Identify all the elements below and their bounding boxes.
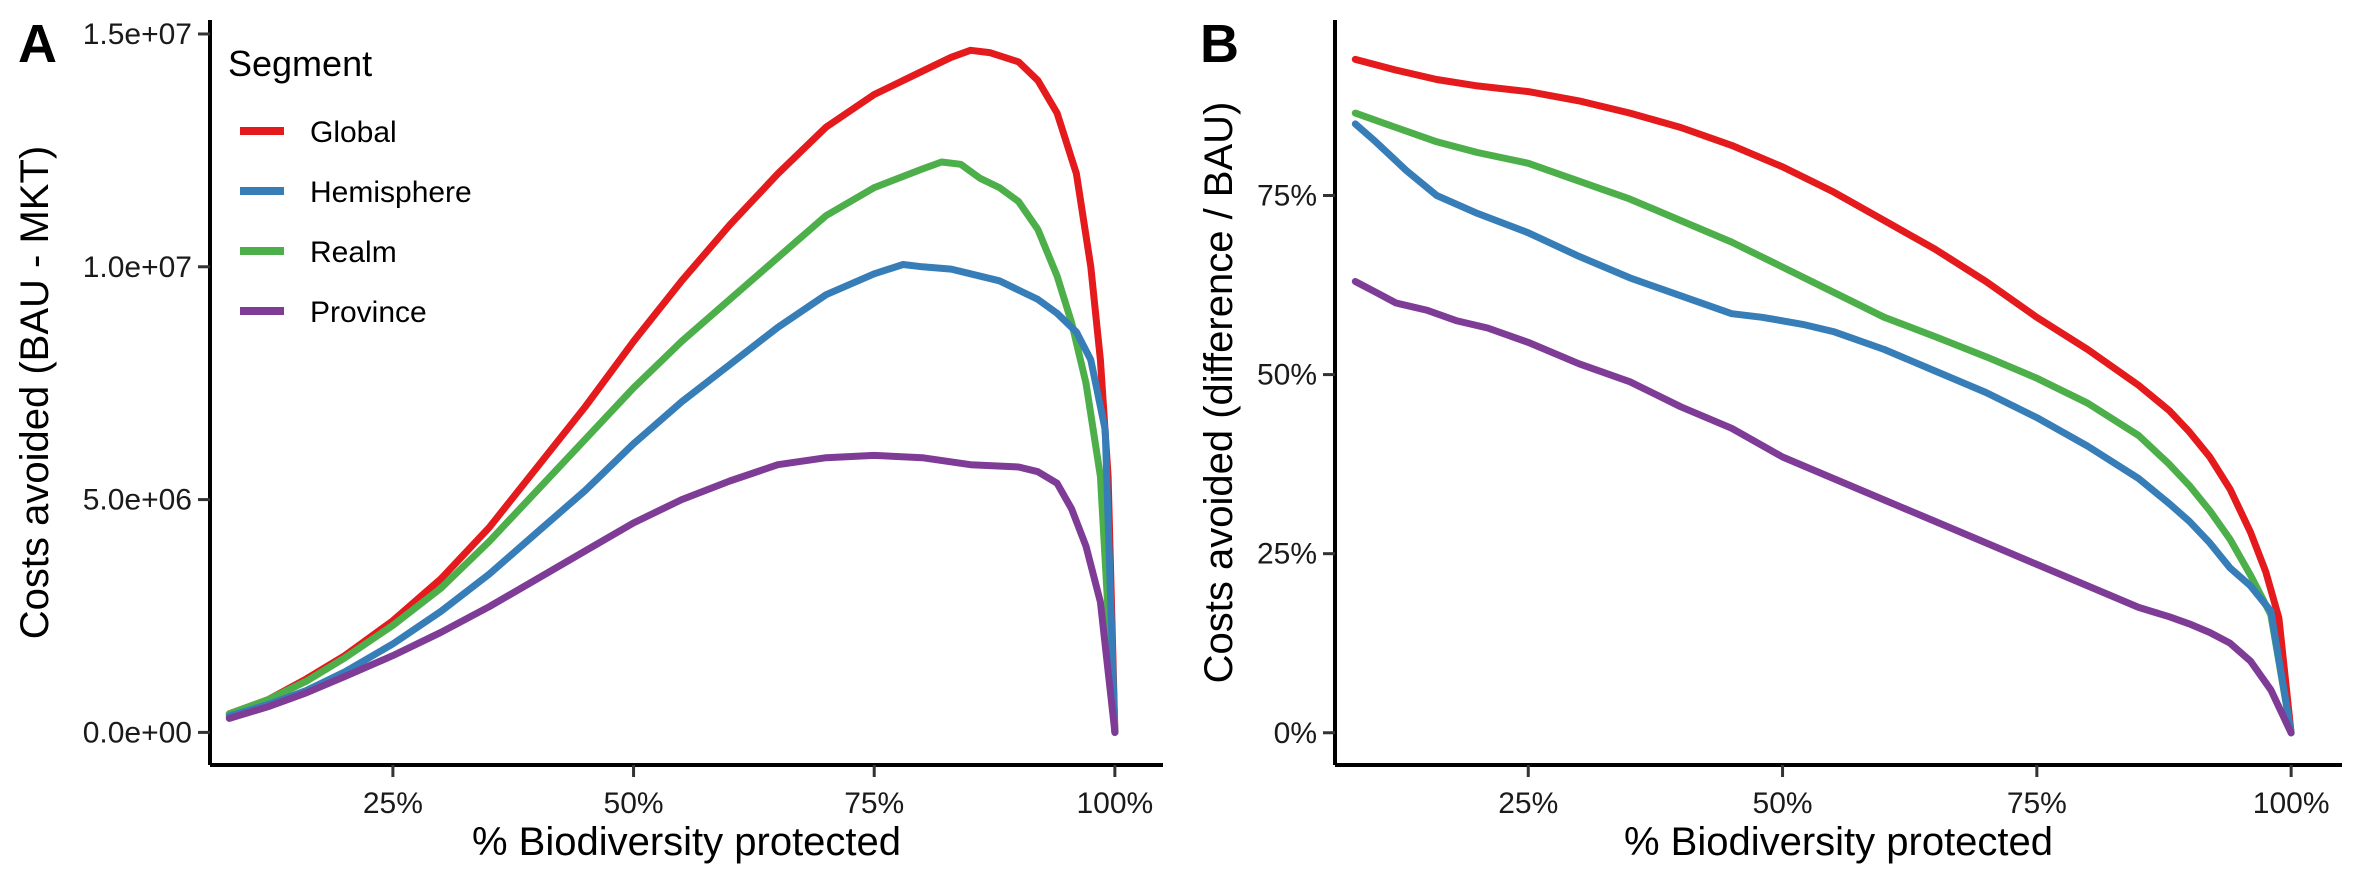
series-line-province xyxy=(225,451,1119,736)
y-tick-label: 0.0e+00 xyxy=(83,716,192,749)
x-tick-label: 75% xyxy=(844,787,904,820)
legend-label-hemisphere: Hemisphere xyxy=(310,176,472,209)
y-tick-label: 1.5e+07 xyxy=(83,18,192,51)
panel-tag: B xyxy=(1200,14,1239,74)
panel-a: 25% 50% 75% 100% 0.0e+00 5.0e+06 1.0e+07 1.5e+0… xyxy=(13,14,1163,864)
legend-label-province: Province xyxy=(310,296,427,329)
x-tick-label: 25% xyxy=(1498,787,1558,820)
x-tick-label: 75% xyxy=(2007,787,2067,820)
series-line-realm xyxy=(1351,109,2295,737)
series-line-province xyxy=(1351,278,2295,737)
y-tick-label: 0% xyxy=(1274,717,1317,750)
y-tick-label: 50% xyxy=(1257,359,1317,392)
legend-label-realm: Realm xyxy=(310,236,397,269)
x-tick-label: 50% xyxy=(1753,787,1813,820)
x-tick-label: 25% xyxy=(363,787,423,820)
y-tick-label: 5.0e+06 xyxy=(83,484,192,517)
y-axis-title: Costs avoided (BAU - MKT) xyxy=(13,146,57,639)
x-axis-title: % Biodiversity protected xyxy=(1624,820,2053,864)
x-tick-label: 100% xyxy=(1077,787,1154,820)
x-axis-title: % Biodiversity protected xyxy=(472,820,901,864)
legend-title: Segment xyxy=(228,43,372,84)
x-tick-label: 100% xyxy=(2253,787,2330,820)
series-line-hemisphere xyxy=(1351,120,2295,737)
x-tick-label: 50% xyxy=(604,787,664,820)
series-line-realm xyxy=(225,158,1119,736)
legend-label-global: Global xyxy=(310,116,397,149)
legend: Segment Global Hemisphere Realm Province xyxy=(228,43,472,329)
y-tick-label: 25% xyxy=(1257,538,1317,571)
series-line-global xyxy=(1351,55,2295,737)
y-tick-label: 75% xyxy=(1257,180,1317,213)
panel-tag: A xyxy=(18,14,57,74)
y-tick-label: 1.0e+07 xyxy=(83,251,192,284)
series-line-global xyxy=(225,46,1119,736)
series-line-hemisphere xyxy=(225,261,1119,736)
panel-b: 25% 50% 75% 100%0%25%50%75%% Biodiversity p… xyxy=(1197,14,2342,864)
y-axis-title: Costs avoided (difference / BAU) xyxy=(1197,102,1241,684)
